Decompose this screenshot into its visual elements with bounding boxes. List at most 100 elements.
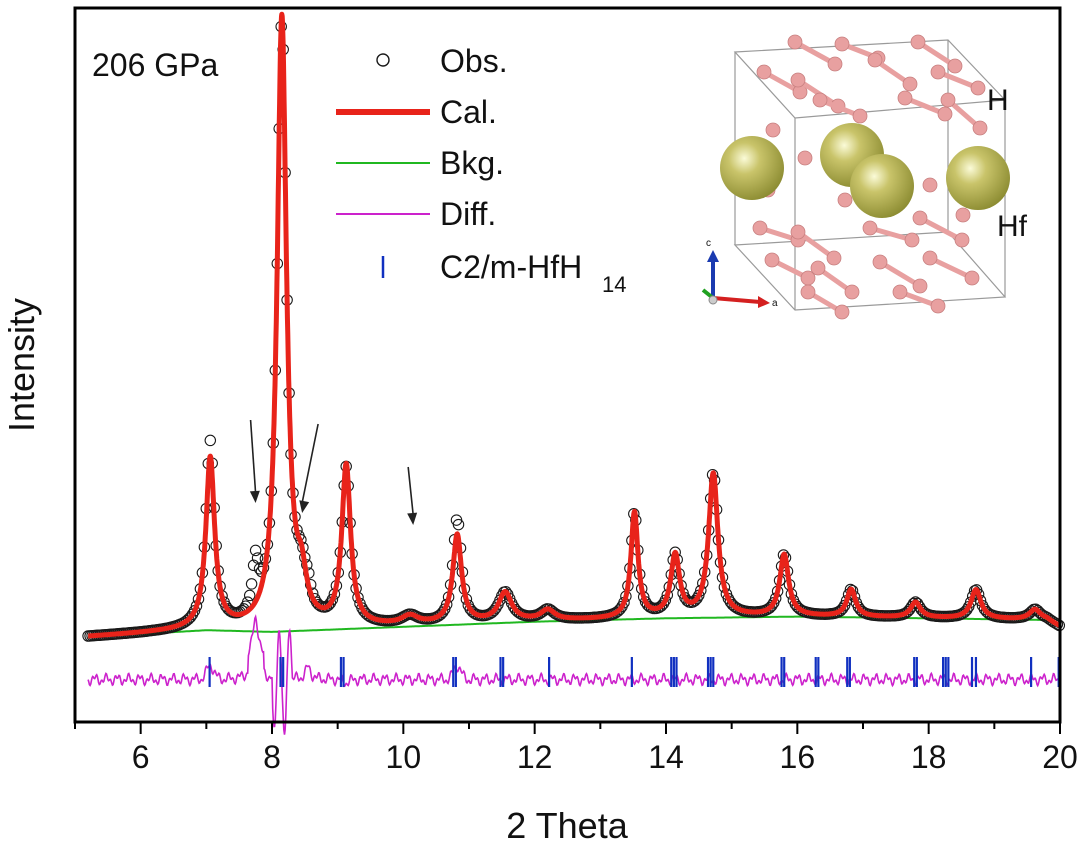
h-atom — [902, 76, 918, 92]
x-tick-label: 12 — [517, 739, 553, 775]
h-atom — [787, 34, 803, 50]
x-tick-label: 6 — [132, 739, 150, 775]
h-atom — [837, 192, 853, 208]
h-atom — [937, 106, 953, 122]
c-axis-arrowhead — [707, 250, 719, 262]
h-atom — [947, 58, 963, 74]
a-axis-label: a — [772, 298, 778, 309]
element-label-h: H — [987, 84, 1009, 117]
observed-point — [243, 589, 256, 602]
crystal-structure-inset: H Hf c a — [701, 34, 1028, 320]
hf-atom — [850, 154, 914, 218]
arrow-head — [407, 512, 418, 525]
observed-point — [204, 434, 217, 447]
h-atom — [922, 177, 938, 193]
h-atom — [790, 224, 806, 240]
observed-point — [614, 603, 626, 615]
legend-cal-label: Cal. — [440, 94, 497, 130]
x-tick-label: 14 — [648, 739, 684, 775]
h2-bond — [796, 229, 836, 261]
observed-point — [726, 598, 739, 611]
plot-frame — [73, 6, 1062, 724]
a-axis-arrowhead — [758, 296, 770, 308]
h-atom — [930, 298, 946, 314]
h-atom — [897, 90, 913, 106]
h-atom — [972, 120, 988, 136]
legend-diff-label: Diff. — [440, 196, 496, 232]
legend-obs-label: Obs. — [440, 43, 508, 79]
x-tick-label: 10 — [386, 739, 422, 775]
legend-obs-marker — [376, 53, 390, 67]
h-atom — [765, 122, 781, 138]
observed-point — [500, 585, 512, 598]
h-atom — [826, 250, 842, 266]
h-atom — [904, 232, 920, 248]
h-atom — [930, 64, 946, 80]
h-atom — [912, 278, 928, 294]
x-tick-label: 16 — [780, 739, 816, 775]
y-axis-title: Intensity — [1, 298, 42, 432]
observed-point — [488, 604, 500, 617]
h-atom — [764, 252, 780, 268]
inset-axis-triad: c a — [701, 238, 778, 309]
h-atom — [912, 210, 928, 226]
element-label-hf: Hf — [997, 210, 1028, 243]
h-atom — [954, 232, 970, 248]
h-atom — [827, 56, 843, 72]
h-atom — [834, 304, 850, 320]
x-tick-label: 18 — [911, 739, 947, 775]
observed-point — [245, 578, 258, 590]
h-atom — [844, 284, 860, 300]
x-tick-label: 8 — [263, 739, 281, 775]
bragg-tick-layer — [208, 657, 1060, 687]
h-atom — [892, 284, 908, 300]
h2-bond — [928, 255, 974, 281]
h-atom — [834, 36, 850, 52]
h2-bond — [793, 39, 837, 67]
observed-point — [1024, 607, 1036, 619]
observed-point — [961, 604, 973, 616]
h-atom — [862, 220, 878, 236]
legend: Obs. Cal. Bkg. Diff. C2/m-HfH 14 — [336, 43, 626, 297]
pressure-label: 206 GPa — [92, 47, 219, 83]
observed-point — [249, 544, 262, 557]
h-atom — [800, 284, 816, 300]
x-axis-title: 2 Theta — [506, 805, 628, 846]
observed-point — [1033, 606, 1046, 619]
curve-layer — [82, 11, 1066, 735]
observed-point — [180, 614, 193, 627]
h-atom — [867, 52, 883, 68]
arrow-shaft — [301, 423, 319, 504]
observed-point — [251, 552, 264, 564]
legend-bragg-label: C2/m-HfH — [440, 249, 582, 285]
observed-point — [765, 600, 778, 612]
hf-atom — [946, 146, 1010, 210]
hf-atom — [720, 136, 784, 200]
calculated-line — [86, 11, 1063, 639]
h-atom — [955, 207, 971, 223]
arrow-shaft — [249, 419, 257, 494]
h2-bond — [918, 215, 964, 243]
legend-bragg-subscript: 14 — [602, 272, 626, 297]
observed-point — [184, 611, 197, 623]
arrow-layer — [249, 419, 418, 525]
h-atom — [964, 270, 980, 286]
h-atom — [797, 150, 813, 166]
axis-layer: 6 8 10 12 14 16 18 20 — [74, 722, 1078, 775]
arrow-shaft — [407, 466, 414, 516]
arrow-head — [249, 490, 260, 503]
h-atom — [790, 72, 806, 88]
h2-bond — [878, 259, 922, 289]
h-atom — [970, 80, 986, 96]
h-atom — [872, 254, 888, 270]
h-atom — [910, 34, 926, 50]
h-atom — [852, 108, 868, 124]
observed-point — [509, 603, 522, 616]
inset-atoms — [720, 34, 1010, 320]
h-atom — [752, 220, 768, 236]
difference-line — [87, 614, 1061, 735]
a-axis-arrow — [712, 296, 761, 304]
h-atom — [922, 250, 938, 266]
observed-point — [1051, 618, 1064, 631]
